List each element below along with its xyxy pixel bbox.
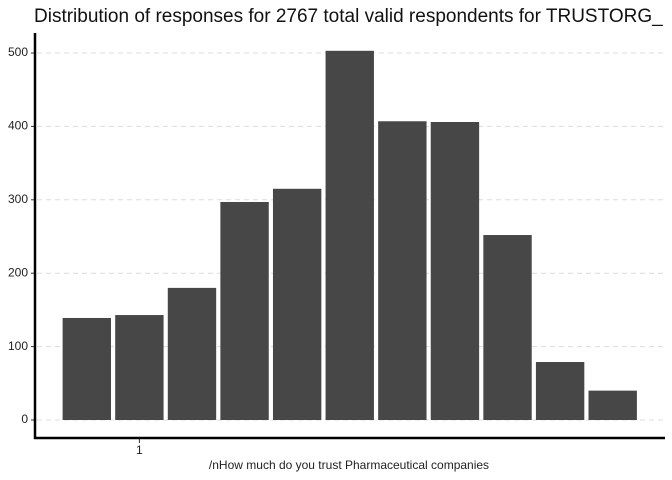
bar [483, 235, 532, 420]
bar [325, 50, 374, 420]
bar [378, 121, 427, 421]
bar [272, 188, 322, 420]
y-tick-label: 200 [8, 265, 28, 279]
y-tick-label: 300 [8, 192, 28, 206]
x-axis-label: /nHow much do you trust Pharmaceutical c… [209, 458, 489, 472]
bar [62, 317, 111, 420]
y-tick-label: 100 [8, 339, 28, 353]
bar [588, 390, 637, 420]
x-tick-label: 1 [136, 443, 143, 457]
bar [220, 202, 269, 420]
y-tick-label: 0 [21, 412, 28, 426]
y-tick-label: 500 [8, 45, 28, 59]
y-tick-label: 400 [8, 119, 28, 133]
bar [535, 362, 585, 420]
bar [167, 287, 217, 420]
bar [115, 315, 164, 420]
bar [430, 121, 480, 420]
chart-title: Distribution of responses for 2767 total… [34, 6, 663, 27]
